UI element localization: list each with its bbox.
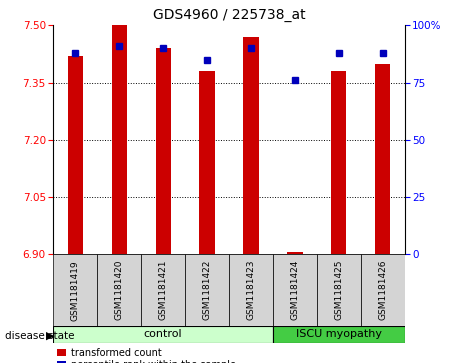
Text: GSM1181423: GSM1181423	[246, 260, 255, 321]
Bar	[243, 37, 259, 254]
Bar	[273, 254, 317, 327]
Bar	[155, 48, 171, 254]
Bar	[287, 252, 303, 254]
Bar	[273, 326, 405, 343]
Legend: transformed count, percentile rank within the sample: transformed count, percentile rank withi…	[53, 344, 240, 363]
Text: GSM1181420: GSM1181420	[115, 260, 124, 321]
Bar	[185, 254, 229, 327]
Bar	[229, 254, 273, 327]
Text: GSM1181424: GSM1181424	[290, 260, 299, 320]
Text: disease state: disease state	[5, 331, 74, 341]
Bar	[97, 254, 141, 327]
Title: GDS4960 / 225738_at: GDS4960 / 225738_at	[153, 8, 306, 22]
Text: control: control	[144, 329, 182, 339]
Bar	[361, 254, 405, 327]
Bar	[53, 326, 273, 343]
Text: GSM1181425: GSM1181425	[334, 260, 343, 321]
Text: GSM1181419: GSM1181419	[71, 260, 80, 321]
Bar	[112, 25, 127, 254]
Bar	[331, 71, 346, 254]
Bar	[68, 56, 83, 254]
Text: GSM1181426: GSM1181426	[378, 260, 387, 321]
Text: GSM1181422: GSM1181422	[203, 260, 212, 320]
Text: GSM1181421: GSM1181421	[159, 260, 168, 321]
Bar	[199, 71, 215, 254]
Bar	[141, 254, 185, 327]
Bar	[53, 254, 97, 327]
Bar	[317, 254, 361, 327]
Bar	[375, 64, 390, 254]
Text: ▶: ▶	[46, 331, 54, 341]
Text: ISCU myopathy: ISCU myopathy	[296, 329, 382, 339]
